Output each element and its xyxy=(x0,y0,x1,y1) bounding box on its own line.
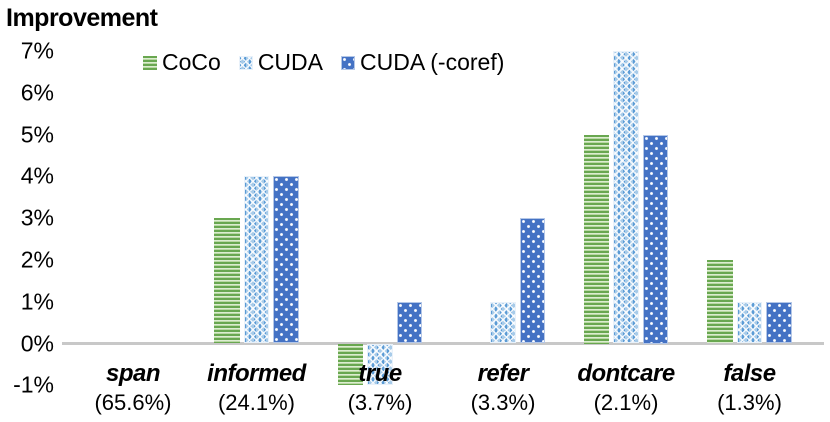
legend: CoCo CUDA CUDA (-coref) xyxy=(143,51,504,74)
y-tick-label-5pct: 5% xyxy=(20,121,54,147)
legend-item-coco: CoCo xyxy=(143,51,221,74)
bar-cuda-false xyxy=(736,301,763,344)
bar-cuda-dontcare xyxy=(613,50,639,344)
bar-cuda-coref-true xyxy=(396,301,423,344)
bar-cuda-coref-refer xyxy=(519,218,546,344)
x-category-label-span: span xyxy=(105,360,161,387)
chart-title: Improvement xyxy=(6,4,158,32)
x-category-sublabel-dontcare: (2.1%) xyxy=(593,390,659,415)
bar-cuda-true xyxy=(367,343,393,386)
legend-swatch-cuda-coref-icon xyxy=(340,55,355,70)
legend-label-coco: CoCo xyxy=(162,49,221,75)
bar-cuda-coref-dontcare xyxy=(642,134,669,344)
x-category-label-true: true xyxy=(358,360,402,387)
x-category-sublabel-true: (3.7%) xyxy=(347,390,413,415)
legend-item-cuda-coref: CUDA (-coref) xyxy=(340,49,505,75)
y-tick-label-neg1pct: -1% xyxy=(13,371,54,398)
zero-baseline xyxy=(62,342,824,345)
legend-swatch-cuda-icon xyxy=(238,55,253,70)
x-category-sublabel-refer: (3.3%) xyxy=(470,390,536,415)
x-category-sublabel-false: (1.3%) xyxy=(717,390,782,415)
bar-coco-informed xyxy=(214,218,240,344)
bar-cuda-coref-false xyxy=(766,301,792,344)
x-category-label-dontcare: dontcare xyxy=(577,360,675,387)
x-category-sublabel-informed: (24.1%) xyxy=(217,390,296,415)
bar-cuda-refer xyxy=(490,301,516,344)
bar-coco-dontcare xyxy=(583,134,610,344)
y-tick-label-7pct: 7% xyxy=(20,37,54,64)
y-tick-label-6pct: 6% xyxy=(20,79,54,106)
x-category-label-refer: refer xyxy=(477,360,529,387)
bar-coco-true xyxy=(337,343,364,386)
y-tick-label-1pct: 1% xyxy=(20,288,54,315)
y-tick-label-0pct: 0% xyxy=(20,330,54,356)
bar-coco-false xyxy=(707,259,733,344)
y-tick-label-2pct: 2% xyxy=(20,246,54,273)
x-category-sublabel-span: (65.6%) xyxy=(94,390,172,415)
legend-item-cuda: CUDA xyxy=(238,49,323,75)
legend-swatch-coco-icon xyxy=(143,55,157,70)
y-tick-label-4pct: 4% xyxy=(20,162,54,189)
x-category-label-false: false xyxy=(723,360,776,387)
y-tick-label-3pct: 3% xyxy=(20,204,54,231)
legend-label-cuda: CUDA xyxy=(257,49,323,75)
bar-cuda-informed xyxy=(243,176,270,344)
bar-cuda-coref-informed xyxy=(273,176,299,344)
x-category-label-informed: informed xyxy=(207,360,306,387)
legend-label-cuda-coref: CUDA (-coref) xyxy=(359,49,505,75)
